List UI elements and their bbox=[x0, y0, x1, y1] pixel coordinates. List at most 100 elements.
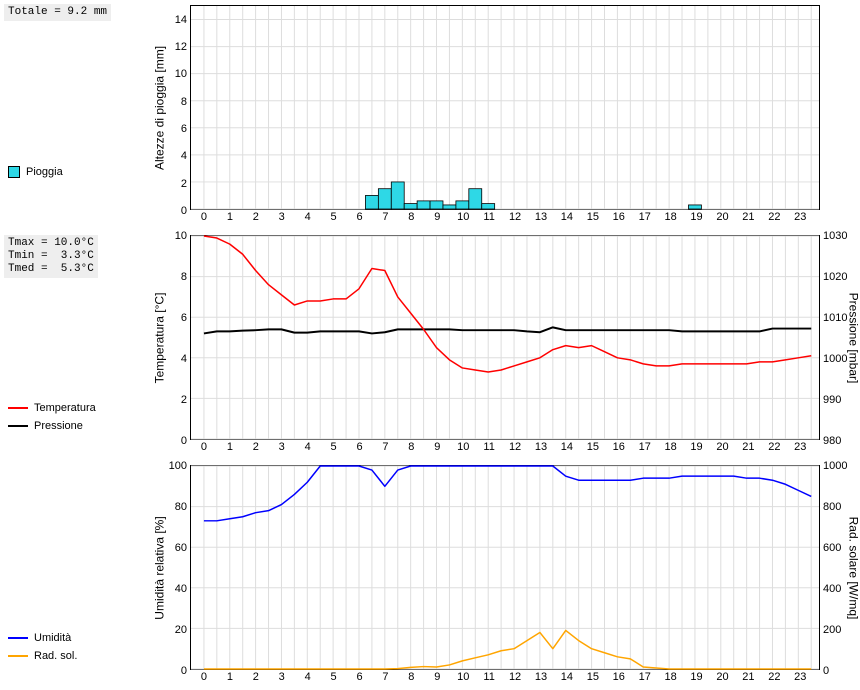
x-tick-label: 16 bbox=[613, 211, 625, 223]
rain-legend-label: Pioggia bbox=[26, 164, 63, 180]
x-tick-label: 2 bbox=[253, 441, 259, 453]
left-axis-label: Altezze di pioggia [mm] bbox=[152, 5, 166, 210]
x-tick-label: 11 bbox=[483, 441, 494, 453]
y-tick-label: 14 bbox=[175, 14, 187, 26]
left-axis-label: Umidità relativa [%] bbox=[152, 465, 166, 670]
y-tick-label: 4 bbox=[181, 353, 187, 365]
x-tick-label: 7 bbox=[382, 441, 388, 453]
x-tick-label: 0 bbox=[201, 671, 207, 683]
x-tick-label: 15 bbox=[587, 441, 599, 453]
x-tick-label: 5 bbox=[331, 671, 337, 683]
x-tick-label: 19 bbox=[690, 211, 702, 223]
x-tick-label: 4 bbox=[305, 671, 311, 683]
x-tick-label: 12 bbox=[509, 211, 521, 223]
x-tick-label: 21 bbox=[742, 671, 754, 683]
right-axis-label: Rad. solare [W/mq] bbox=[846, 465, 860, 670]
x-tick-label: 9 bbox=[434, 211, 440, 223]
x-tick-label: 16 bbox=[613, 671, 625, 683]
y-tick-label: 10 bbox=[175, 68, 187, 80]
x-tick-label: 3 bbox=[279, 211, 285, 223]
x-tick-label: 2 bbox=[253, 671, 259, 683]
legend-label: Pressione bbox=[34, 418, 83, 434]
y2-tick-label: 1000 bbox=[823, 460, 847, 472]
x-tick-label: 5 bbox=[331, 211, 337, 223]
x-tick-label: 1 bbox=[227, 441, 233, 453]
x-tick-label: 2 bbox=[253, 211, 259, 223]
y2-tick-label: 200 bbox=[823, 624, 841, 636]
x-tick-label: 19 bbox=[690, 441, 702, 453]
temp-legend: TemperaturaPressione bbox=[8, 400, 96, 436]
x-tick-label: 8 bbox=[408, 441, 414, 453]
x-tick-label: 5 bbox=[331, 441, 337, 453]
humidity-solar-chart: 0123456789101112131415161718192021222302… bbox=[190, 465, 820, 670]
temp-stats-box: Tmax = 10.0°C Tmin = 3.3°C Tmed = 5.3°C bbox=[4, 235, 98, 278]
y2-tick-label: 1010 bbox=[823, 312, 847, 324]
x-tick-label: 13 bbox=[535, 671, 547, 683]
temperatura-swatch-icon bbox=[8, 407, 28, 409]
x-tick-label: 13 bbox=[535, 211, 547, 223]
y-tick-label: 80 bbox=[175, 501, 187, 513]
x-tick-label: 17 bbox=[639, 441, 651, 453]
x-tick-label: 23 bbox=[794, 671, 806, 683]
y-tick-label: 4 bbox=[181, 150, 187, 162]
x-tick-label: 8 bbox=[408, 211, 414, 223]
pressione-swatch-icon bbox=[8, 425, 28, 427]
y2-tick-label: 1020 bbox=[823, 271, 847, 283]
y-tick-label: 0 bbox=[181, 435, 187, 447]
x-tick-label: 20 bbox=[716, 211, 728, 223]
rain-chart: 0123456789101112131415161718192021222302… bbox=[190, 5, 820, 210]
temp-pressure-chart: 0123456789101112131415161718192021222302… bbox=[190, 235, 820, 440]
y-tick-label: 0 bbox=[181, 665, 187, 677]
x-tick-label: 18 bbox=[665, 211, 677, 223]
x-tick-label: 6 bbox=[356, 211, 362, 223]
x-tick-label: 12 bbox=[509, 441, 521, 453]
y2-tick-label: 980 bbox=[823, 435, 841, 447]
legend-label: Umidità bbox=[34, 630, 71, 646]
x-tick-label: 7 bbox=[382, 671, 388, 683]
y-tick-label: 10 bbox=[175, 230, 187, 242]
y-tick-label: 2 bbox=[181, 394, 187, 406]
x-tick-label: 10 bbox=[457, 441, 469, 453]
x-tick-label: 17 bbox=[639, 671, 651, 683]
x-tick-label: 4 bbox=[305, 211, 311, 223]
x-tick-label: 1 bbox=[227, 671, 233, 683]
rain-legend: Pioggia bbox=[8, 164, 63, 182]
x-tick-label: 15 bbox=[587, 671, 599, 683]
x-tick-label: 15 bbox=[587, 211, 599, 223]
x-tick-label: 4 bbox=[305, 441, 311, 453]
y-tick-label: 20 bbox=[175, 624, 187, 636]
y2-tick-label: 600 bbox=[823, 542, 841, 554]
x-tick-label: 23 bbox=[794, 211, 806, 223]
x-tick-label: 21 bbox=[742, 441, 754, 453]
x-tick-label: 22 bbox=[768, 211, 780, 223]
y-tick-label: 2 bbox=[181, 178, 187, 190]
x-tick-label: 11 bbox=[483, 211, 494, 223]
x-tick-label: 3 bbox=[279, 441, 285, 453]
x-tick-label: 22 bbox=[768, 671, 780, 683]
x-tick-label: 9 bbox=[434, 671, 440, 683]
humid-legend: Umidità Rad. sol. bbox=[8, 630, 77, 666]
x-tick-label: 6 bbox=[356, 441, 362, 453]
x-tick-label: 22 bbox=[768, 441, 780, 453]
page-root: { "layout": { "total_width": 860, "total… bbox=[0, 0, 860, 690]
x-tick-label: 17 bbox=[639, 211, 651, 223]
x-tick-label: 23 bbox=[794, 441, 806, 453]
left-axis-label: Temperatura [°C] bbox=[152, 235, 166, 440]
x-tick-label: 11 bbox=[483, 671, 494, 683]
x-tick-label: 6 bbox=[356, 671, 362, 683]
x-tick-label: 1 bbox=[227, 211, 233, 223]
y2-tick-label: 800 bbox=[823, 501, 841, 513]
y-tick-label: 6 bbox=[181, 123, 187, 135]
y2-tick-label: 400 bbox=[823, 583, 841, 595]
right-axis-label: Pressione [mbar] bbox=[846, 235, 860, 440]
y-tick-label: 40 bbox=[175, 583, 187, 595]
legend-label: Rad. sol. bbox=[34, 648, 77, 664]
x-tick-label: 20 bbox=[716, 671, 728, 683]
x-tick-label: 14 bbox=[561, 671, 573, 683]
x-tick-label: 21 bbox=[742, 211, 754, 223]
y2-tick-label: 0 bbox=[823, 665, 829, 677]
y2-tick-label: 990 bbox=[823, 394, 841, 406]
rain-total-box: Totale = 9.2 mm bbox=[4, 4, 111, 21]
rad-sol--swatch-icon bbox=[8, 655, 28, 657]
x-tick-label: 7 bbox=[382, 211, 388, 223]
